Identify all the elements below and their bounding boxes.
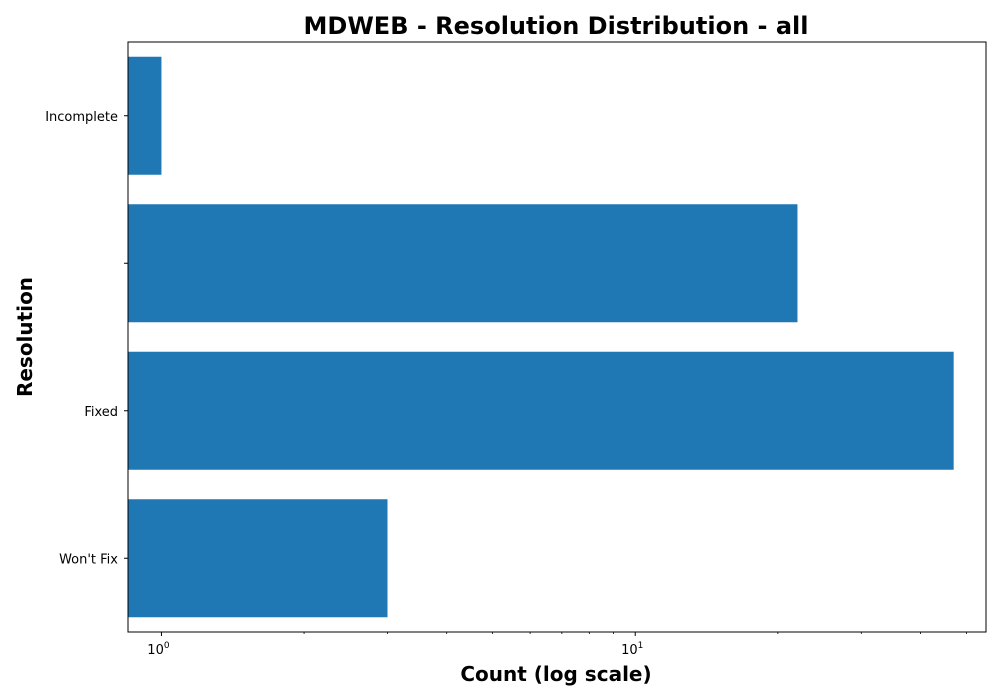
bars-group: [128, 56, 954, 618]
bar: [128, 204, 798, 323]
bar: [128, 56, 162, 175]
x-tick-label: 100: [147, 641, 170, 658]
y-tick-label: Fixed: [84, 405, 118, 420]
y-tick-label: Won't Fix: [59, 552, 118, 567]
plot-frame: [127, 41, 987, 633]
x-tick-label-exponent: 0: [164, 641, 170, 651]
y-tick-label: Incomplete: [45, 110, 118, 125]
bar: [128, 499, 388, 618]
x-tick-label-exponent: 1: [638, 641, 644, 651]
x-axis-label: Count (log scale): [460, 662, 651, 686]
x-tick-label: 101: [621, 641, 643, 658]
chart-title: MDWEB - Resolution Distribution - all: [304, 12, 809, 40]
x-tick-label-base: 10: [147, 643, 164, 658]
bar: [128, 351, 954, 470]
y-ticks-group: Incomplete Fixed Won't Fix: [45, 110, 128, 567]
x-tick-label-base: 10: [621, 643, 638, 658]
y-axis-label: Resolution: [13, 277, 37, 397]
x-ticks-group: 100 101: [147, 632, 967, 658]
